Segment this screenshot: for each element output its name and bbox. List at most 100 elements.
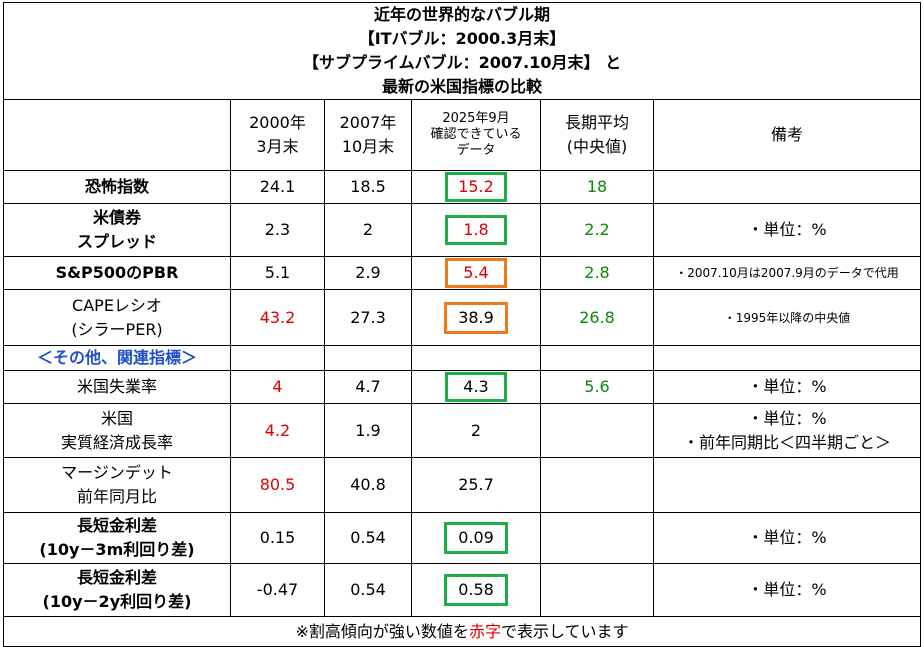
header-remarks: 備考	[652, 99, 922, 171]
table-row: S&P500のPBR 5.1 2.9 5.4 2.8 ・2007.10月は200…	[3, 256, 922, 290]
title-line-2: 【ITバブル：2000.3月末】	[358, 29, 566, 48]
empty-cell	[411, 345, 541, 371]
empty-cell	[324, 345, 412, 371]
row-label: 長短金利差 (10y－2y利回り差)	[3, 563, 231, 617]
header-indicator	[3, 99, 231, 171]
header-2007-year: 2007年	[339, 113, 397, 132]
row-label: S&P500のPBR	[3, 256, 231, 290]
value-2000: 0.15	[230, 512, 325, 564]
value-2025: 25.7	[411, 457, 541, 513]
value-2025-cell: 1.8	[411, 203, 541, 257]
section-row: ＜その他、関連指標＞	[3, 345, 922, 371]
row-note: ・単位：%	[652, 563, 922, 617]
table-row: CAPEレシオ (シラーPER) 43.2 27.3 38.9 26.8 ・19…	[3, 289, 922, 346]
value-2007: 0.54	[324, 512, 412, 564]
table-row: 米国 実質経済成長率 4.2 1.9 2 ・単位：% ・前年同期比＜四半期ごと＞	[3, 403, 922, 458]
value-avg: 2.8	[540, 256, 654, 290]
value-2025: 1.8	[445, 215, 507, 245]
value-2000: 24.1	[230, 170, 325, 204]
row-note: ・単位：%	[652, 512, 922, 564]
value-2000: 43.2	[230, 289, 325, 346]
row-note: ・1995年以降の中央値	[652, 289, 922, 346]
empty-cell	[540, 345, 654, 371]
value-2025-cell: 0.09	[411, 512, 541, 564]
value-2007: 40.8	[324, 457, 412, 513]
value-2025-cell: 4.3	[411, 370, 541, 404]
value-2000: -0.47	[230, 563, 325, 617]
row-label-line1: 米国	[100, 408, 133, 428]
header-2025-line2: 確認できている	[430, 127, 522, 142]
value-2025-cell: 5.4	[411, 256, 541, 290]
header-2000-year: 2000年	[249, 113, 306, 132]
value-avg: 18	[540, 170, 654, 204]
value-2000: 4.2	[230, 403, 325, 458]
row-label-line2: スプレッド	[76, 232, 157, 251]
value-2025: 38.9	[444, 301, 508, 334]
value-avg	[540, 563, 654, 617]
row-note: ・単位：%	[652, 203, 922, 257]
row-note	[652, 170, 922, 204]
row-label-line2: 前年同月比	[76, 487, 157, 506]
row-note	[652, 457, 922, 513]
row-label-line2: (10y－3m利回り差)	[39, 540, 195, 559]
row-label-line2: 実質経済成長率	[60, 432, 173, 452]
header-2025: 2025年9月 確認できている データ	[411, 99, 541, 171]
value-2025: 0.58	[444, 574, 508, 606]
footer-row: ※割高傾向が強い数値を赤字で表示しています	[2, 616, 922, 647]
value-2025: 0.09	[444, 522, 508, 554]
row-note-line1: ・単位：%	[747, 408, 827, 428]
table-row: 恐怖指数 24.1 18.5 15.2 18	[3, 170, 922, 204]
value-2025: 2	[411, 403, 541, 458]
footer-text-pre: ※割高傾向が強い数値を	[295, 621, 469, 641]
value-2007: 0.54	[324, 563, 412, 617]
header-row: 2000年 3月末 2007年 10月末 2025年9月 確認できている データ…	[3, 99, 922, 171]
row-note: ・2007.10月は2007.9月のデータで代用	[652, 256, 922, 290]
row-label-line1: 長短金利差	[76, 568, 157, 587]
empty-cell	[652, 345, 922, 371]
footer-text-post: で表示しています	[500, 621, 629, 641]
row-label: 恐怖指数	[3, 170, 231, 204]
header-avg-line1: 長期平均	[564, 113, 629, 132]
header-2000-month: 3月末	[256, 137, 299, 156]
row-label-line1: CAPEレシオ	[72, 295, 162, 315]
row-label-line2: (10y－2y利回り差)	[42, 592, 192, 611]
header-2025-line3: データ	[456, 143, 496, 158]
value-avg: 26.8	[540, 289, 654, 346]
value-avg	[540, 457, 654, 513]
title-line-1: 近年の世界的なバブル期	[374, 5, 551, 24]
row-label: 米国失業率	[3, 370, 231, 404]
value-2000: 5.1	[230, 256, 325, 290]
value-2025-cell: 15.2	[411, 170, 541, 204]
value-2025: 4.3	[445, 372, 507, 402]
footer-text-red: 赤字	[468, 621, 501, 641]
header-2000: 2000年 3月末	[230, 99, 325, 171]
table-title: 近年の世界的なバブル期 【ITバブル：2000.3月末】 【サブプライムバブル：…	[2, 2, 922, 100]
table-row: マージンデット 前年同月比 80.5 40.8 25.7	[3, 457, 922, 513]
footer-note: ※割高傾向が強い数値を赤字で表示しています	[2, 616, 922, 647]
header-2025-line1: 2025年9月	[442, 111, 510, 126]
header-long-term-avg: 長期平均 (中央値)	[540, 99, 654, 171]
table-row: 長短金利差 (10y－2y利回り差) -0.47 0.54 0.58 ・単位：%	[3, 563, 922, 617]
row-label: 長短金利差 (10y－3m利回り差)	[3, 512, 231, 564]
row-label: マージンデット 前年同月比	[3, 457, 231, 513]
row-note: ・単位：% ・前年同期比＜四半期ごと＞	[652, 403, 922, 458]
value-avg: 2.2	[540, 203, 654, 257]
row-label: 米国 実質経済成長率	[3, 403, 231, 458]
title-line-4: 最新の米国指標の比較	[382, 77, 543, 96]
value-2007: 4.7	[324, 370, 412, 404]
row-label: 米債券 スプレッド	[3, 203, 231, 257]
row-note: ・単位：%	[652, 370, 922, 404]
value-2025: 15.2	[445, 172, 507, 202]
header-avg-line2: (中央値)	[566, 137, 628, 156]
value-2000: 4	[230, 370, 325, 404]
value-2000: 2.3	[230, 203, 325, 257]
section-label: ＜その他、関連指標＞	[3, 345, 231, 371]
value-2025-cell: 0.58	[411, 563, 541, 617]
value-2007: 2.9	[324, 256, 412, 290]
value-2025-cell: 38.9	[411, 289, 541, 346]
value-2007: 2	[324, 203, 412, 257]
title-line-3: 【サブプライムバブル：2007.10月末】 と	[302, 53, 622, 72]
value-2007: 1.9	[324, 403, 412, 458]
value-2007: 27.3	[324, 289, 412, 346]
